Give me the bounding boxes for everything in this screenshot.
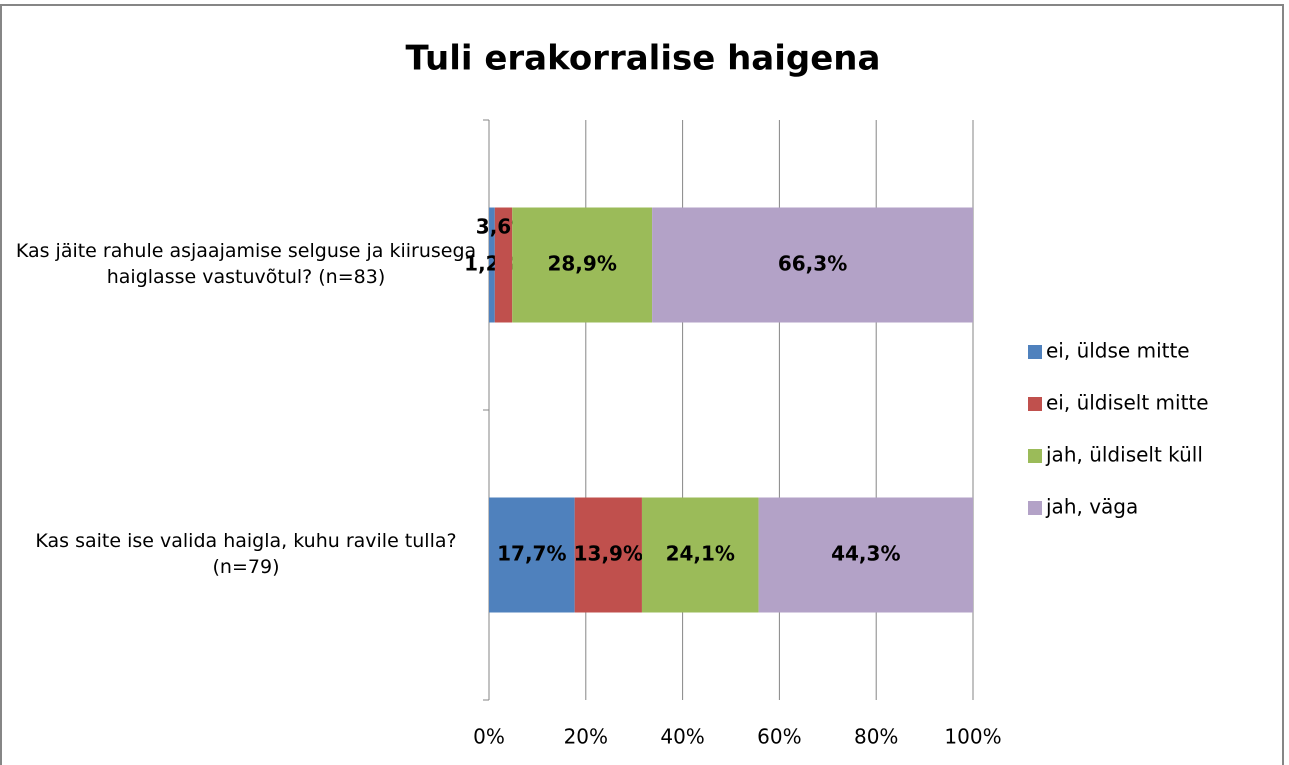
category-label-text: Kas jäite rahule asjaajamise selguse ja … — [15, 240, 477, 288]
category-label-text: Kas saite ise valida haigla, kuhu ravile… — [35, 530, 457, 578]
data-label: 13,9% — [574, 542, 643, 566]
x-tick-label: 60% — [757, 725, 801, 749]
bar-segment — [574, 497, 642, 613]
legend-swatch — [1028, 501, 1042, 515]
bar-segment — [489, 497, 575, 613]
data-label: 28,9% — [547, 252, 616, 276]
chart-frame — [0, 4, 1284, 765]
legend-label: jah, üldiselt küll — [1045, 443, 1203, 467]
data-label: 66,3% — [778, 252, 847, 276]
legend-swatch — [1028, 449, 1042, 463]
x-tick-label: 40% — [660, 725, 704, 749]
x-tick-label: 100% — [944, 725, 1001, 749]
x-tick-label: 80% — [854, 725, 898, 749]
legend-label: jah, väga — [1045, 495, 1138, 519]
chart-title: Tuli erakorralise haigena — [406, 39, 881, 79]
x-tick-label: 0% — [473, 725, 505, 749]
bar-segment — [494, 207, 513, 323]
data-label: 24,1% — [666, 542, 735, 566]
bar-segment — [641, 497, 759, 613]
category-label: Kas jäite rahule asjaajamise selguse ja … — [15, 240, 477, 288]
legend-swatch — [1028, 397, 1042, 411]
x-tick-label: 20% — [564, 725, 608, 749]
legend-label: ei, üldiselt mitte — [1046, 391, 1209, 415]
legend-label: ei, üldse mitte — [1046, 339, 1190, 363]
bar-segment — [512, 207, 653, 323]
data-label: 17,7% — [497, 542, 566, 566]
bar-segment — [652, 207, 973, 323]
bar-segment — [489, 207, 495, 323]
category-label: Kas saite ise valida haigla, kuhu ravile… — [35, 530, 457, 578]
data-label: 44,3% — [831, 542, 900, 566]
bar-segment — [758, 497, 973, 613]
legend-swatch — [1028, 345, 1042, 359]
